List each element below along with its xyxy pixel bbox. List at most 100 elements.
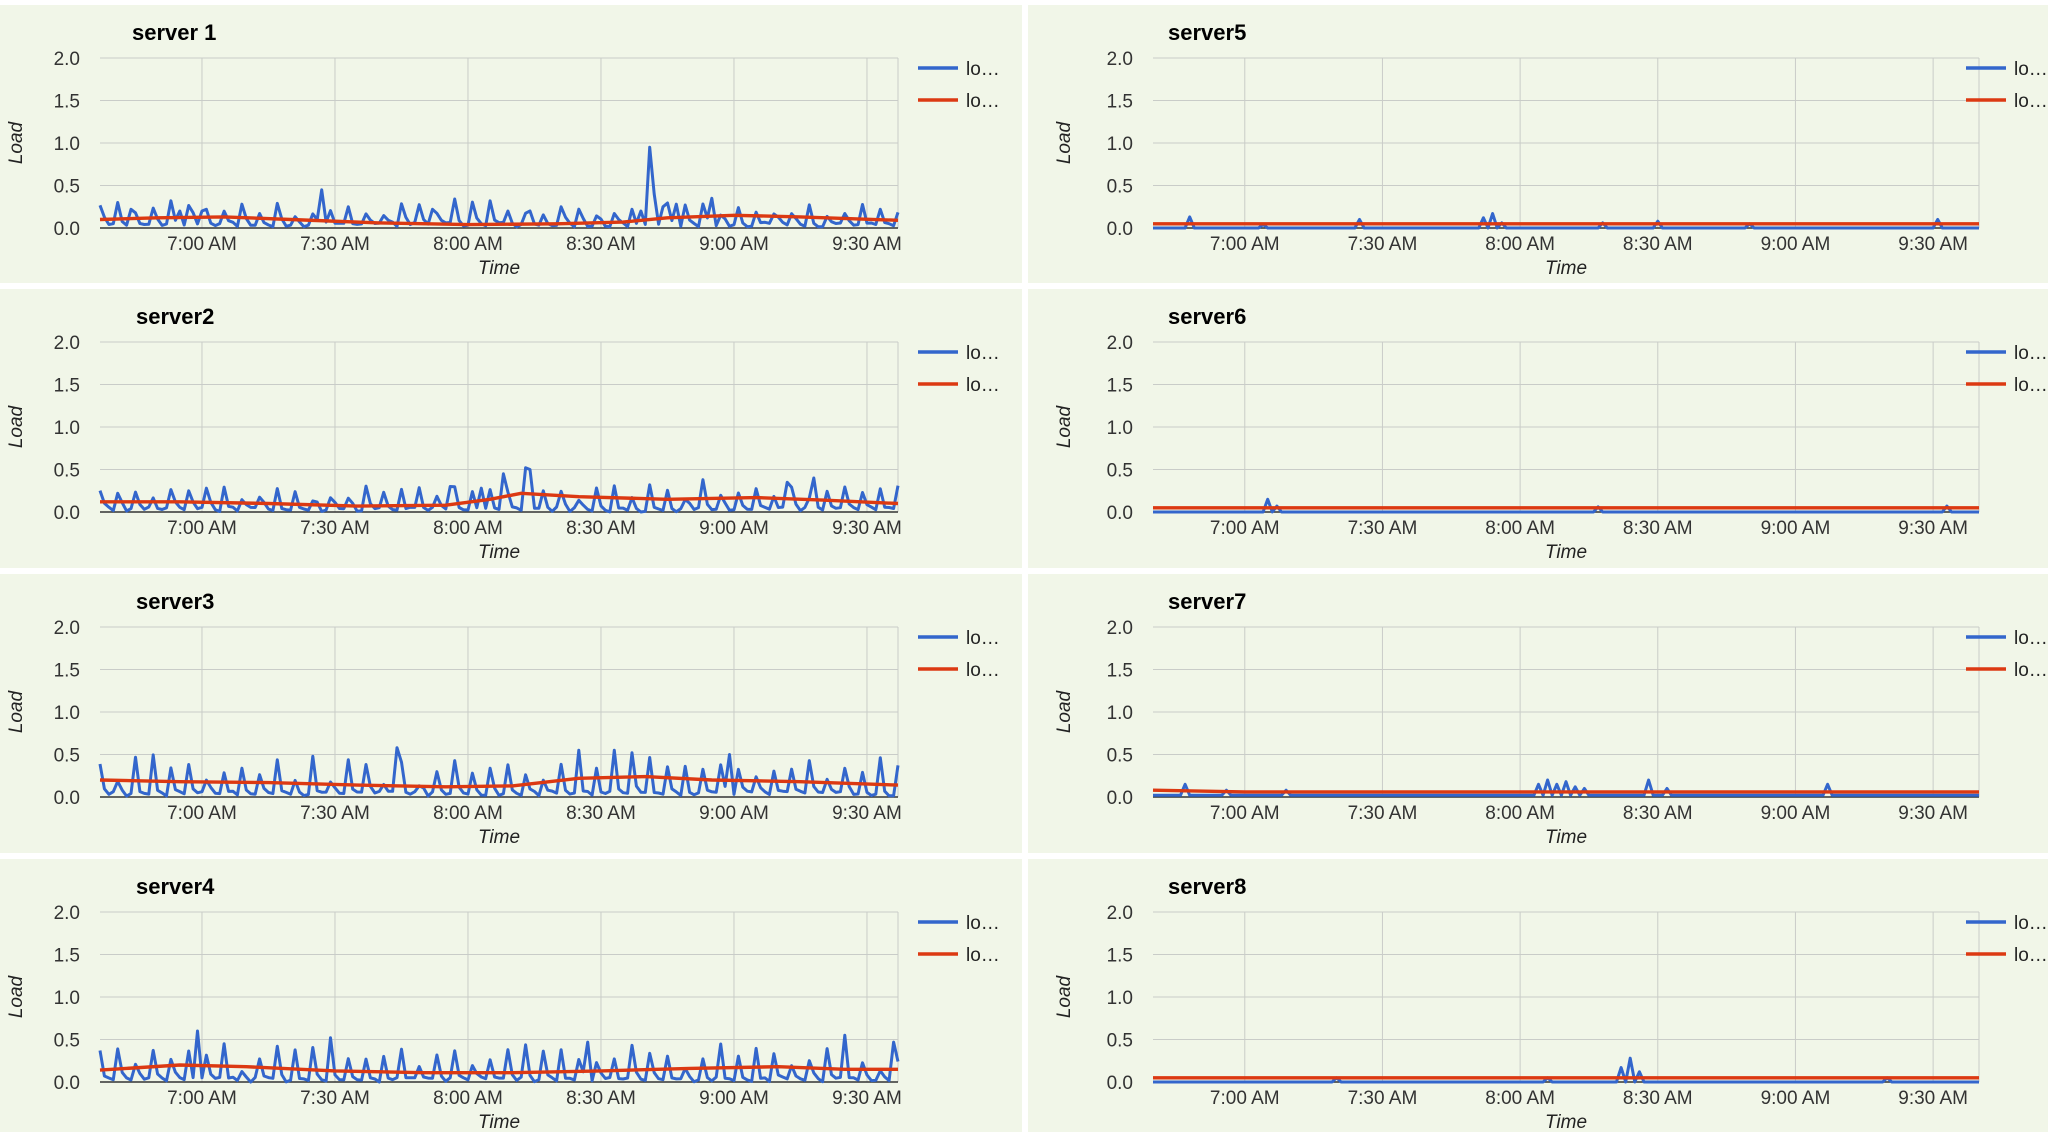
y-tick-label: 1.0 [1107,134,1133,155]
chart-svg: server2 2.0 1.5 1.0 0.5 0.0 7:00 AM 7:30 AM 8:00… [6,304,1000,563]
chart-panel-server-1: server 1 2.0 1.5 1.0 0.5 0.0 7:00 AM 7:30 AM 8:0… [0,5,1022,283]
x-axis-title: Time [478,542,520,563]
x-tick-label: 7:30 AM [300,234,370,255]
x-axis-title: Time [478,827,520,848]
x-tick-label: 7:00 AM [167,1088,237,1109]
legend-label[interactable]: lo… [966,59,1000,80]
y-tick-label: 1.5 [1107,376,1133,397]
x-tick-label: 7:30 AM [1348,234,1418,255]
legend-label[interactable]: lo… [2014,913,2048,934]
y-axis-title: Load [1054,974,1075,1018]
y-tick-label: 0.0 [1107,503,1133,524]
legend-label[interactable]: lo… [2014,375,2048,396]
y-tick-label: 1.5 [54,92,80,113]
x-tick-label: 9:30 AM [1898,234,1968,255]
legend-label[interactable]: lo… [966,628,1000,649]
chart-title: server4 [136,874,215,899]
x-tick-label: 9:00 AM [699,803,769,824]
legend-label[interactable]: lo… [966,945,1000,966]
chart-svg: server8 2.0 1.5 1.0 0.5 0.0 7:00 AM 7:30 AM 8:00… [1054,874,2048,1132]
y-tick-label: 2.0 [1107,903,1133,924]
y-axis-title: Load [6,974,27,1018]
x-tick-label: 9:00 AM [699,1088,769,1109]
chart-panel-server4: server4 2.0 1.5 1.0 0.5 0.0 7:00 AM 7:30 AM 8:00… [0,859,1022,1132]
x-tick-label: 8:00 AM [433,234,503,255]
x-tick-label: 7:00 AM [167,518,237,539]
chart-title: server5 [1168,20,1246,45]
y-tick-label: 0.5 [54,177,80,198]
y-tick-label: 0.0 [54,503,80,524]
y-tick-label: 0.0 [54,219,80,240]
x-tick-label: 7:00 AM [1210,518,1280,539]
y-tick-label: 0.0 [54,788,80,809]
series-line-1 [1153,497,1979,514]
legend-label[interactable]: lo… [2014,343,2048,364]
y-tick-label: 0.5 [1107,1031,1133,1052]
x-tick-label: 9:30 AM [1898,1088,1968,1109]
y-tick-label: 1.0 [54,703,80,724]
chart-panel-server5: server5 2.0 1.5 1.0 0.5 0.0 7:00 AM 7:30 AM 8:00… [1028,5,2048,283]
x-tick-label: 8:00 AM [1485,1088,1555,1109]
x-tick-label: 9:30 AM [832,1088,902,1109]
y-tick-label: 0.5 [1107,177,1133,198]
x-tick-label: 8:30 AM [566,1088,636,1109]
y-tick-label: 2.0 [54,49,80,70]
y-tick-label: 1.5 [1107,661,1133,682]
y-axis-title: Load [1054,689,1075,733]
y-tick-label: 2.0 [1107,49,1133,70]
legend-label[interactable]: lo… [2014,59,2048,80]
y-tick-label: 2.0 [54,333,80,354]
series-line-2 [99,213,899,227]
y-tick-label: 1.5 [54,661,80,682]
x-tick-label: 7:00 AM [1210,1088,1280,1109]
chart-panel-server7: server7 2.0 1.5 1.0 0.5 0.0 7:00 AM 7:30 AM 8:00… [1028,574,2048,853]
chart-title: server 1 [132,20,216,45]
x-axis-title: Time [478,1112,520,1132]
y-axis-title: Load [6,404,27,448]
y-tick-label: 1.0 [1107,988,1133,1009]
legend-label[interactable]: lo… [2014,660,2048,681]
legend-label[interactable]: lo… [966,91,1000,112]
y-tick-label: 0.5 [54,1031,80,1052]
y-tick-label: 1.0 [1107,418,1133,439]
legend-label[interactable]: lo… [966,660,1000,681]
series-line-2 [99,1063,898,1075]
series-line-1 [98,1029,900,1084]
legend-label[interactable]: lo… [966,913,1000,934]
legend-label[interactable]: lo… [966,375,1000,396]
series-line-2 [99,774,899,789]
chart-panel-server3: server3 2.0 1.5 1.0 0.5 0.0 7:00 AM 7:30 AM 8:00… [0,574,1022,853]
series-line-2 [1152,788,1979,794]
y-tick-label: 1.0 [54,418,80,439]
legend-label[interactable]: lo… [2014,91,2048,112]
x-tick-label: 7:30 AM [1348,1088,1418,1109]
x-tick-label: 9:30 AM [832,803,902,824]
x-tick-label: 8:30 AM [566,803,636,824]
x-tick-label: 9:30 AM [1898,518,1968,539]
x-tick-label: 9:30 AM [1898,803,1968,824]
x-tick-label: 7:30 AM [300,1088,370,1109]
y-tick-label: 2.0 [54,618,80,639]
x-tick-label: 9:00 AM [699,234,769,255]
x-tick-label: 9:30 AM [832,518,902,539]
x-tick-label: 9:30 AM [832,234,902,255]
x-tick-label: 8:30 AM [1623,1088,1693,1109]
chart-svg: server6 2.0 1.5 1.0 0.5 0.0 7:00 AM 7:30 AM 8:00… [1054,304,2048,563]
x-tick-label: 8:30 AM [1623,518,1693,539]
x-tick-label: 8:30 AM [566,518,636,539]
y-tick-label: 0.5 [1107,746,1133,767]
y-tick-label: 1.0 [1107,703,1133,724]
x-tick-label: 9:00 AM [1761,1088,1831,1109]
series-line-1 [1153,778,1979,797]
y-axis-title: Load [6,120,27,164]
x-axis-title: Time [1545,1112,1587,1132]
x-axis-title: Time [1545,542,1587,563]
x-axis-title: Time [1545,827,1587,848]
legend-label[interactable]: lo… [966,343,1000,364]
series-line-1 [1153,1056,1979,1084]
legend-label[interactable]: lo… [2014,945,2048,966]
chart-panel-server8: server8 2.0 1.5 1.0 0.5 0.0 7:00 AM 7:30 AM 8:00… [1028,859,2048,1132]
y-tick-label: 0.5 [1107,461,1133,482]
legend-label[interactable]: lo… [2014,628,2048,649]
